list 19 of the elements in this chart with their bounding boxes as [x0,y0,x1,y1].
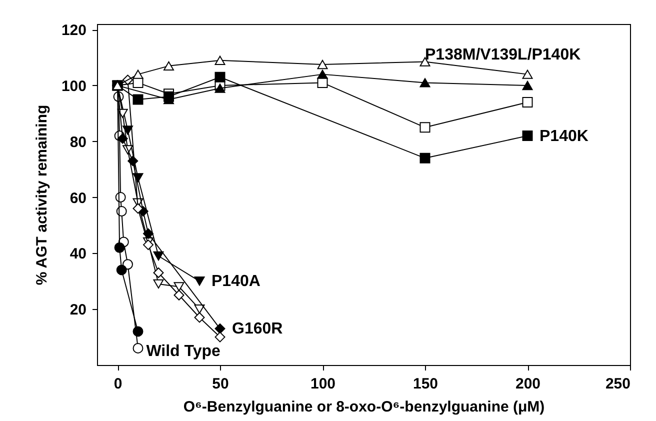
y-tick-label: 100 [61,78,86,95]
x-tick-label: 150 [412,376,438,392]
x-tick-label: 50 [212,376,229,392]
y-tick-label: 20 [70,302,86,319]
series-label: P140K [540,128,589,145]
x-tick-label: 100 [310,376,336,392]
y-tick-label: 80 [70,134,86,151]
series-label: P140A [212,273,261,290]
y-axis-title: % AGT activity remaining [33,104,50,286]
x-tick-label: 0 [114,376,122,392]
y-tick-label: 120 [61,22,86,40]
annotation: P138M/V139L/P140K [425,46,582,64]
annotation: Wild Type [146,343,221,360]
x-tick-label: 250 [605,376,630,392]
x-tick-label: 200 [515,376,541,392]
y-tick-label: 60 [70,190,86,207]
x-axis-title: O⁶-Benzylguanine or 8-oxo-O⁶-benzylguanine (μM) [183,398,545,416]
series-label: G160R [232,320,284,338]
y-tick-label: 40 [70,246,86,263]
